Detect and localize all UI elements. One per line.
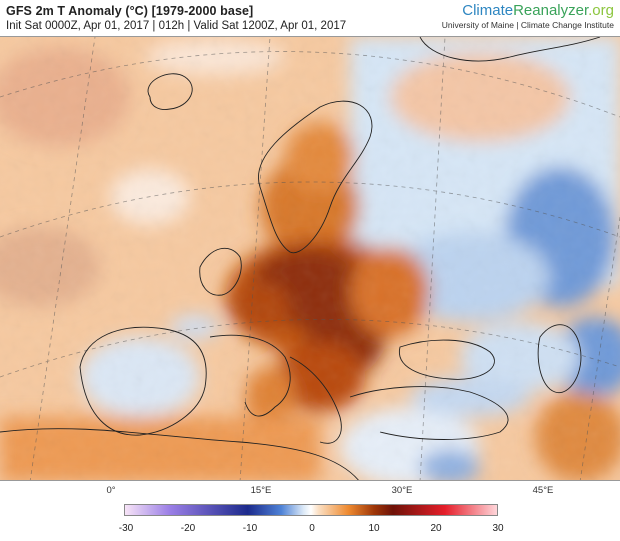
brand-logo[interactable]: ClimateReanalyzer.org University of Main… [441, 3, 614, 31]
lon-label-45e: 45°E [532, 485, 554, 496]
scandinavia-outline [258, 100, 373, 254]
colorbar [124, 504, 498, 516]
lon-label-30e: 30°E [391, 485, 413, 496]
iceland-outline [147, 73, 193, 110]
anatolia-outline [349, 386, 509, 440]
brand-part-reanalyzer: Reanalyzer [513, 2, 589, 19]
graticule [0, 37, 620, 480]
map-subtitle: Init Sat 0000Z, Apr 01, 2017 | 012h | Va… [6, 20, 347, 32]
colorbar-tick: 0 [309, 523, 315, 534]
field-texture [0, 37, 620, 480]
anomaly-map-svg [0, 37, 620, 480]
colorbar-tick: -10 [242, 523, 258, 534]
italy-coast [209, 334, 291, 417]
africa-coast [0, 428, 359, 480]
map-title: GFS 2m T Anomaly (°C) [1979-2000 base] [6, 4, 254, 18]
colorbar-tick: 30 [492, 523, 504, 534]
colorbar-tick: -30 [118, 523, 134, 534]
colorbar-tick: -20 [180, 523, 196, 534]
arctic-coast [419, 37, 601, 62]
caspian-outline [537, 324, 582, 394]
lon-label-0: 0° [106, 485, 116, 496]
brand-part-climate: Climate [462, 2, 514, 19]
colorbar-tick: 20 [430, 523, 442, 534]
brand-subtitle: University of Maine | Climate Change Ins… [441, 20, 614, 30]
brand-name: ClimateReanalyzer.org [442, 3, 614, 19]
anomaly-map [0, 36, 620, 481]
lon-label-15e: 15°E [250, 485, 272, 496]
brand-part-org: .org [588, 2, 614, 19]
black-sea-outline [398, 339, 495, 380]
balkans-coast [289, 356, 342, 444]
header: GFS 2m T Anomaly (°C) [1979-2000 base] I… [0, 0, 620, 36]
colorbar-tick: 10 [368, 523, 380, 534]
britain-outline [199, 247, 242, 296]
iberia-outline [79, 326, 207, 436]
coastlines [0, 37, 601, 480]
